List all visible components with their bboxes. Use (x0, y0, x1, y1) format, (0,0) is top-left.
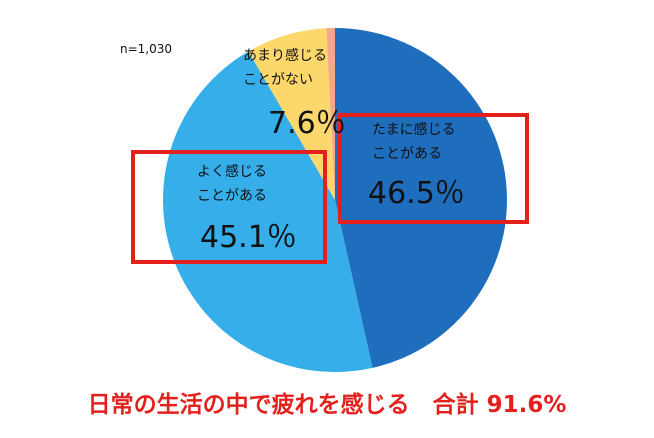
annotation: n=1,030 (120, 42, 173, 56)
value-label: 46.5％ (368, 176, 465, 211)
value-label: 45.1％ (200, 220, 297, 255)
pie-slice (162, 51, 373, 373)
slice-label: あまり感じる ことがない (243, 48, 327, 88)
slice-label: よく感じる ことがある (197, 164, 267, 204)
slice-label: たまに感じる ことがある (372, 122, 456, 162)
pie-slice (326, 28, 335, 200)
chart-title: 日常の生活の中で疲れを感じる 合計 91.6% (87, 392, 567, 418)
highlight-box (131, 150, 327, 264)
pie-slice (335, 28, 508, 368)
pie-slice (248, 28, 335, 201)
highlight-box (338, 113, 529, 224)
value-label: 7.6％ (268, 106, 346, 141)
